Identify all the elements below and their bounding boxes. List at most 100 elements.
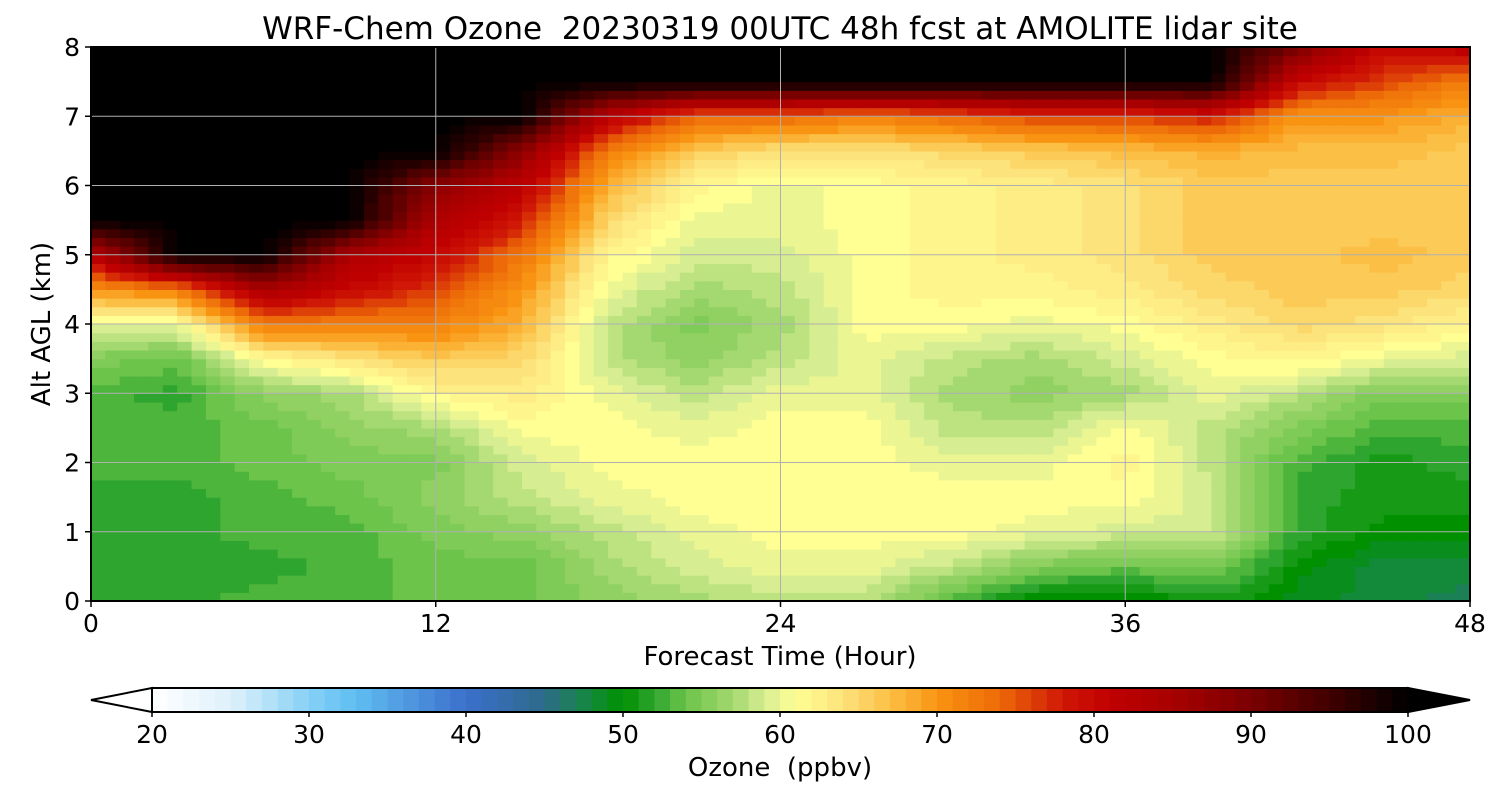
heatmap-cell bbox=[148, 462, 164, 472]
heatmap-cell bbox=[794, 72, 810, 83]
heatmap-cell bbox=[1139, 280, 1155, 290]
heatmap-cell bbox=[1096, 254, 1112, 265]
heatmap-cell bbox=[608, 453, 624, 464]
heatmap-cell bbox=[622, 306, 638, 316]
heatmap-cell bbox=[306, 349, 322, 360]
heatmap-cell bbox=[392, 98, 408, 109]
heatmap-cell bbox=[134, 107, 150, 117]
heatmap-cell bbox=[1024, 133, 1040, 143]
heatmap-cell bbox=[981, 185, 997, 195]
heatmap-cell bbox=[349, 98, 365, 109]
heatmap-cell bbox=[1039, 557, 1055, 567]
heatmap-cell bbox=[292, 211, 308, 221]
heatmap-cell bbox=[1053, 531, 1069, 542]
heatmap-cell bbox=[435, 168, 451, 178]
heatmap-cell bbox=[1082, 566, 1098, 576]
heatmap-cell bbox=[550, 419, 566, 429]
heatmap-cell bbox=[881, 220, 897, 230]
heatmap-cell bbox=[320, 289, 336, 299]
heatmap-cell bbox=[1182, 289, 1198, 299]
heatmap-cell bbox=[478, 315, 494, 325]
heatmap-cell bbox=[450, 583, 466, 593]
heatmap-cell bbox=[1053, 98, 1069, 109]
heatmap-cell bbox=[924, 557, 940, 567]
heatmap-cell bbox=[292, 419, 308, 429]
heatmap-cell bbox=[1067, 583, 1083, 593]
heatmap-cell bbox=[521, 445, 537, 455]
heatmap-cell bbox=[306, 549, 322, 559]
heatmap-cell bbox=[1153, 185, 1169, 195]
heatmap-cell bbox=[1024, 445, 1040, 455]
heatmap-cell bbox=[636, 531, 652, 542]
heatmap-cell bbox=[306, 375, 322, 386]
heatmap-cell bbox=[335, 124, 351, 135]
heatmap-cell bbox=[967, 254, 983, 265]
heatmap-cell bbox=[837, 427, 853, 438]
heatmap-cell bbox=[1139, 540, 1155, 550]
heatmap-cell bbox=[622, 375, 638, 386]
heatmap-cell bbox=[234, 401, 250, 412]
heatmap-cell bbox=[694, 367, 710, 377]
heatmap-cell bbox=[407, 497, 422, 507]
heatmap-cell bbox=[823, 185, 839, 195]
heatmap-cell bbox=[852, 384, 868, 394]
heatmap-cell bbox=[780, 272, 796, 282]
heatmap-cell bbox=[608, 254, 624, 265]
heatmap-cell bbox=[1197, 367, 1213, 377]
heatmap-cell bbox=[292, 401, 308, 412]
heatmap-cell bbox=[1039, 523, 1055, 533]
heatmap-cell bbox=[981, 116, 997, 126]
heatmap-cell bbox=[134, 523, 150, 533]
heatmap-cell bbox=[794, 471, 810, 481]
heatmap-cell bbox=[263, 124, 279, 135]
heatmap-cell bbox=[349, 523, 365, 533]
heatmap-cell bbox=[249, 202, 264, 213]
heatmap-cell bbox=[277, 315, 293, 325]
heatmap-cell bbox=[493, 237, 509, 247]
heatmap-cell bbox=[177, 523, 193, 533]
heatmap-cell bbox=[766, 107, 782, 117]
heatmap-cell bbox=[277, 272, 293, 282]
heatmap-cell bbox=[1039, 462, 1055, 472]
heatmap-cell bbox=[1182, 246, 1198, 256]
heatmap-cell bbox=[1197, 90, 1213, 100]
heatmap-cell bbox=[277, 237, 293, 247]
heatmap-cell bbox=[881, 272, 897, 282]
heatmap-cell bbox=[1024, 280, 1040, 290]
heatmap-cell bbox=[249, 427, 264, 438]
heatmap-cell bbox=[1139, 246, 1155, 256]
heatmap-cell bbox=[1182, 332, 1198, 342]
heatmap-cell bbox=[622, 107, 638, 117]
heatmap-cell bbox=[450, 419, 466, 429]
heatmap-cell bbox=[148, 263, 164, 273]
heatmap-cell bbox=[450, 202, 466, 213]
heatmap-cell bbox=[565, 124, 580, 135]
heatmap-cell bbox=[550, 55, 566, 65]
heatmap-cell bbox=[1153, 272, 1169, 282]
heatmap-cell bbox=[521, 384, 537, 394]
heatmap-cell bbox=[478, 436, 494, 446]
heatmap-cell bbox=[105, 254, 121, 265]
heatmap-cell bbox=[507, 142, 523, 152]
heatmap-cell bbox=[723, 55, 738, 65]
heatmap-cell bbox=[205, 306, 221, 316]
heatmap-cell bbox=[306, 393, 322, 403]
heatmap-cell bbox=[177, 488, 193, 498]
heatmap-cell bbox=[407, 246, 422, 256]
heatmap-cell bbox=[981, 47, 997, 57]
heatmap-cell bbox=[464, 384, 480, 394]
heatmap-cell bbox=[220, 592, 236, 601]
heatmap-cell bbox=[1168, 419, 1184, 429]
heatmap-cell bbox=[536, 159, 552, 169]
heatmap-cell bbox=[292, 514, 308, 524]
heatmap-cell bbox=[292, 393, 308, 403]
heatmap-cell bbox=[565, 427, 580, 438]
heatmap-cell bbox=[995, 367, 1011, 377]
heatmap-cell bbox=[521, 254, 537, 265]
heatmap-cell bbox=[608, 575, 624, 585]
heatmap-cell bbox=[995, 55, 1011, 65]
heatmap-cell bbox=[421, 289, 437, 299]
heatmap-cell bbox=[191, 358, 207, 368]
heatmap-cell bbox=[392, 479, 408, 490]
heatmap-cell bbox=[536, 384, 552, 394]
